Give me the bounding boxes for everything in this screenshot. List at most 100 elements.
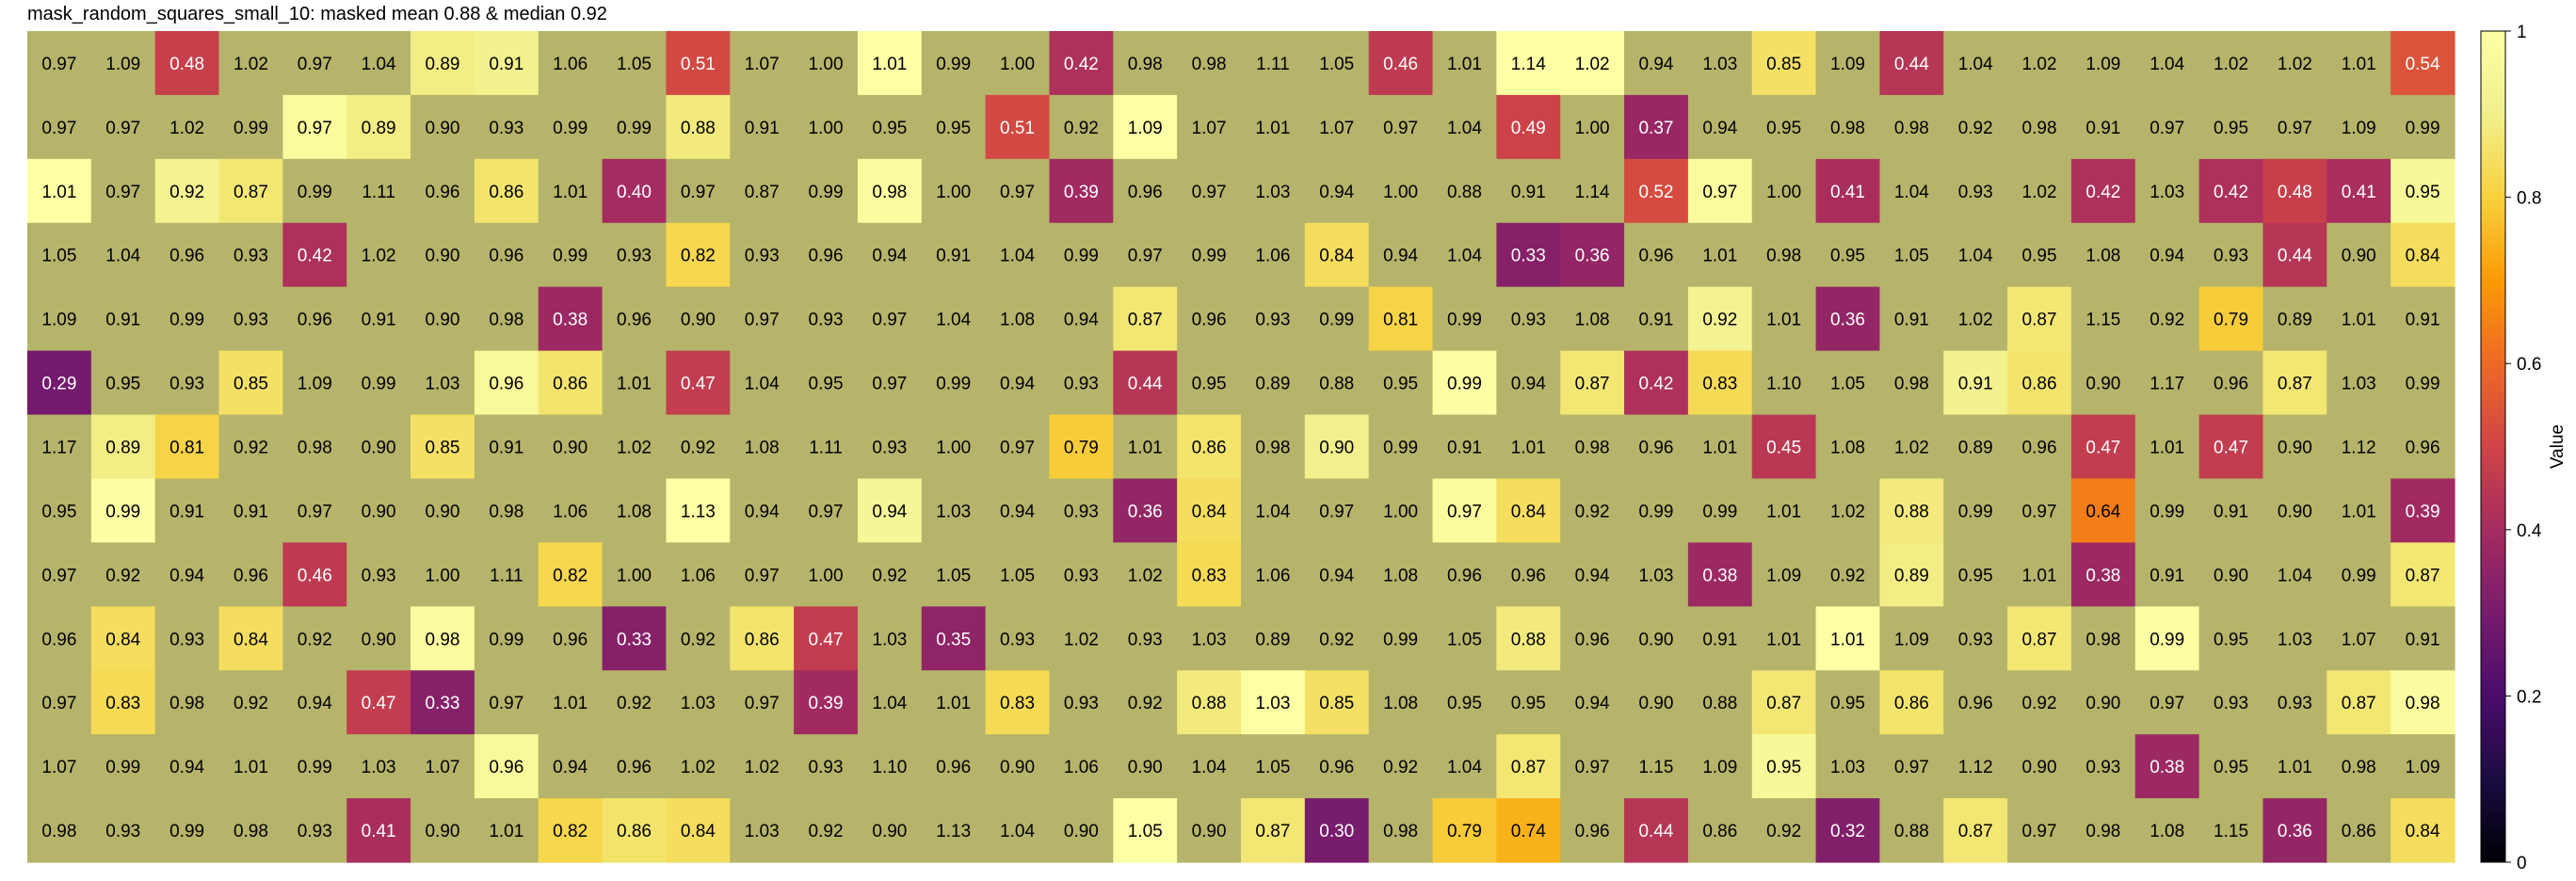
cell-value-label: 1.11 xyxy=(362,183,395,202)
heatmap-cell xyxy=(27,606,92,671)
cell-value-label: 0.97 xyxy=(745,694,780,713)
cell-value-label: 0.91 xyxy=(489,439,523,458)
heatmap-cell xyxy=(602,158,668,224)
heatmap-cell xyxy=(1751,222,1817,288)
cell-value-label: 0.95 xyxy=(1830,694,1865,713)
cell-value-label: 0.91 xyxy=(362,311,396,330)
heatmap-cell xyxy=(1751,94,1817,160)
heatmap-cell xyxy=(411,158,475,224)
heatmap-cell xyxy=(1368,222,1434,288)
cell-value-label: 0.95 xyxy=(2022,247,2057,266)
cell-value-label: 1.11 xyxy=(490,566,523,585)
heatmap-cell xyxy=(411,414,475,480)
heatmap-cell xyxy=(1751,542,1817,607)
cell-value-label: 0.93 xyxy=(1958,183,1993,202)
heatmap-cell xyxy=(985,798,1051,863)
cell-value-label: 0.97 xyxy=(105,119,140,138)
cell-value-label: 0.93 xyxy=(1128,630,1163,649)
heatmap-cell xyxy=(1113,798,1178,863)
cell-value-label: 0.95 xyxy=(1766,119,1801,138)
cell-value-label: 1.02 xyxy=(617,439,652,458)
cell-value-label: 0.87 xyxy=(2342,694,2376,713)
cell-value-label: 0.99 xyxy=(298,183,332,202)
cell-value-label: 0.90 xyxy=(681,311,716,330)
cell-value-label: 1.01 xyxy=(1766,502,1801,521)
heatmap-cell xyxy=(1943,734,2008,799)
cell-value-label: 0.86 xyxy=(2022,375,2057,394)
cell-value-label: 0.87 xyxy=(1255,822,1290,841)
cell-value-label: 1.02 xyxy=(1575,55,1610,74)
cell-value-label: 1.00 xyxy=(1383,183,1418,202)
heatmap-cell xyxy=(985,542,1051,607)
cell-value-label: 0.93 xyxy=(169,375,204,394)
cell-value-label: 0.88 xyxy=(681,119,716,138)
cell-value-label: 0.90 xyxy=(1128,758,1163,777)
heatmap-cell xyxy=(411,350,475,416)
heatmap-cell xyxy=(2326,286,2391,352)
cell-value-label: 1.08 xyxy=(2085,247,2120,266)
cell-value-label: 0.37 xyxy=(1638,119,1673,138)
cell-value-label: 1.00 xyxy=(809,119,844,138)
heatmap-cell xyxy=(411,286,475,352)
cell-value-label: 1.04 xyxy=(1000,247,1035,266)
cell-value-label: 0.84 xyxy=(1192,502,1227,521)
heatmap-cell xyxy=(1432,542,1497,607)
cell-value-label: 1.12 xyxy=(2342,439,2376,458)
cell-value-label: 0.93 xyxy=(233,247,268,266)
heatmap-cell xyxy=(346,670,411,735)
heatmap-cell xyxy=(2134,478,2200,543)
heatmap-cell xyxy=(2198,350,2264,416)
cell-value-label: 0.98 xyxy=(489,311,523,330)
cell-value-label: 0.94 xyxy=(872,502,907,521)
cell-value-label: 1.00 xyxy=(617,566,652,585)
cell-value-label: 0.98 xyxy=(169,694,204,713)
heatmap-cell xyxy=(282,414,347,480)
heatmap-cell xyxy=(794,670,859,735)
cell-value-label: 0.94 xyxy=(1511,375,1546,394)
heatmap-cell xyxy=(1368,670,1434,735)
heatmap-cell xyxy=(1751,31,1817,96)
heatmap-cell xyxy=(2134,94,2200,160)
heatmap-cell xyxy=(2007,670,2072,735)
cell-value-label: 0.93 xyxy=(1064,502,1099,521)
heatmap-cell xyxy=(346,158,411,224)
cell-value-label: 0.88 xyxy=(1894,822,1929,841)
heatmap-cell xyxy=(411,606,475,671)
cell-value-label: 0.94 xyxy=(2149,247,2184,266)
cell-value-label: 0.99 xyxy=(362,375,396,394)
heatmap-cell xyxy=(538,798,604,863)
cell-value-label: 1.02 xyxy=(681,758,716,777)
cell-value-label: 1.00 xyxy=(936,439,971,458)
cell-value-label: 0.36 xyxy=(2278,822,2312,841)
heatmap-cell xyxy=(538,222,604,288)
cell-value-label: 0.93 xyxy=(1064,566,1099,585)
cell-value-label: 0.94 xyxy=(298,694,332,713)
cell-value-label: 0.92 xyxy=(1383,758,1418,777)
heatmap-cell xyxy=(1943,798,2008,863)
cell-value-label: 0.47 xyxy=(2214,439,2248,458)
heatmap-cell xyxy=(2070,350,2136,416)
heatmap-cell xyxy=(794,414,859,480)
cell-value-label: 1.01 xyxy=(2342,502,2376,521)
heatmap-cell xyxy=(1815,94,1881,160)
cell-value-label: 0.42 xyxy=(1064,55,1099,74)
heatmap-cell xyxy=(921,670,987,735)
cell-value-label: 1.05 xyxy=(1830,375,1865,394)
heatmap-cell xyxy=(27,478,92,543)
cell-value-label: 1.05 xyxy=(1128,822,1163,841)
heatmap-cell xyxy=(1943,414,2008,480)
heatmap-cell xyxy=(1432,31,1497,96)
cell-value-label: 0.91 xyxy=(936,247,971,266)
heatmap-cell xyxy=(1624,286,1689,352)
cell-value-label: 1.09 xyxy=(2085,55,2120,74)
cell-value-label: 0.94 xyxy=(1064,311,1099,330)
cell-value-label: 0.96 xyxy=(489,247,523,266)
cell-value-label: 1.07 xyxy=(1319,119,1354,138)
cell-value-label: 0.98 xyxy=(425,630,459,649)
heatmap-cell xyxy=(2326,670,2391,735)
cell-value-label: 0.44 xyxy=(1638,822,1673,841)
heatmap-cell xyxy=(154,222,220,288)
heatmap-cell xyxy=(730,94,795,160)
heatmap-cell xyxy=(282,158,347,224)
heatmap-cell xyxy=(730,542,795,607)
